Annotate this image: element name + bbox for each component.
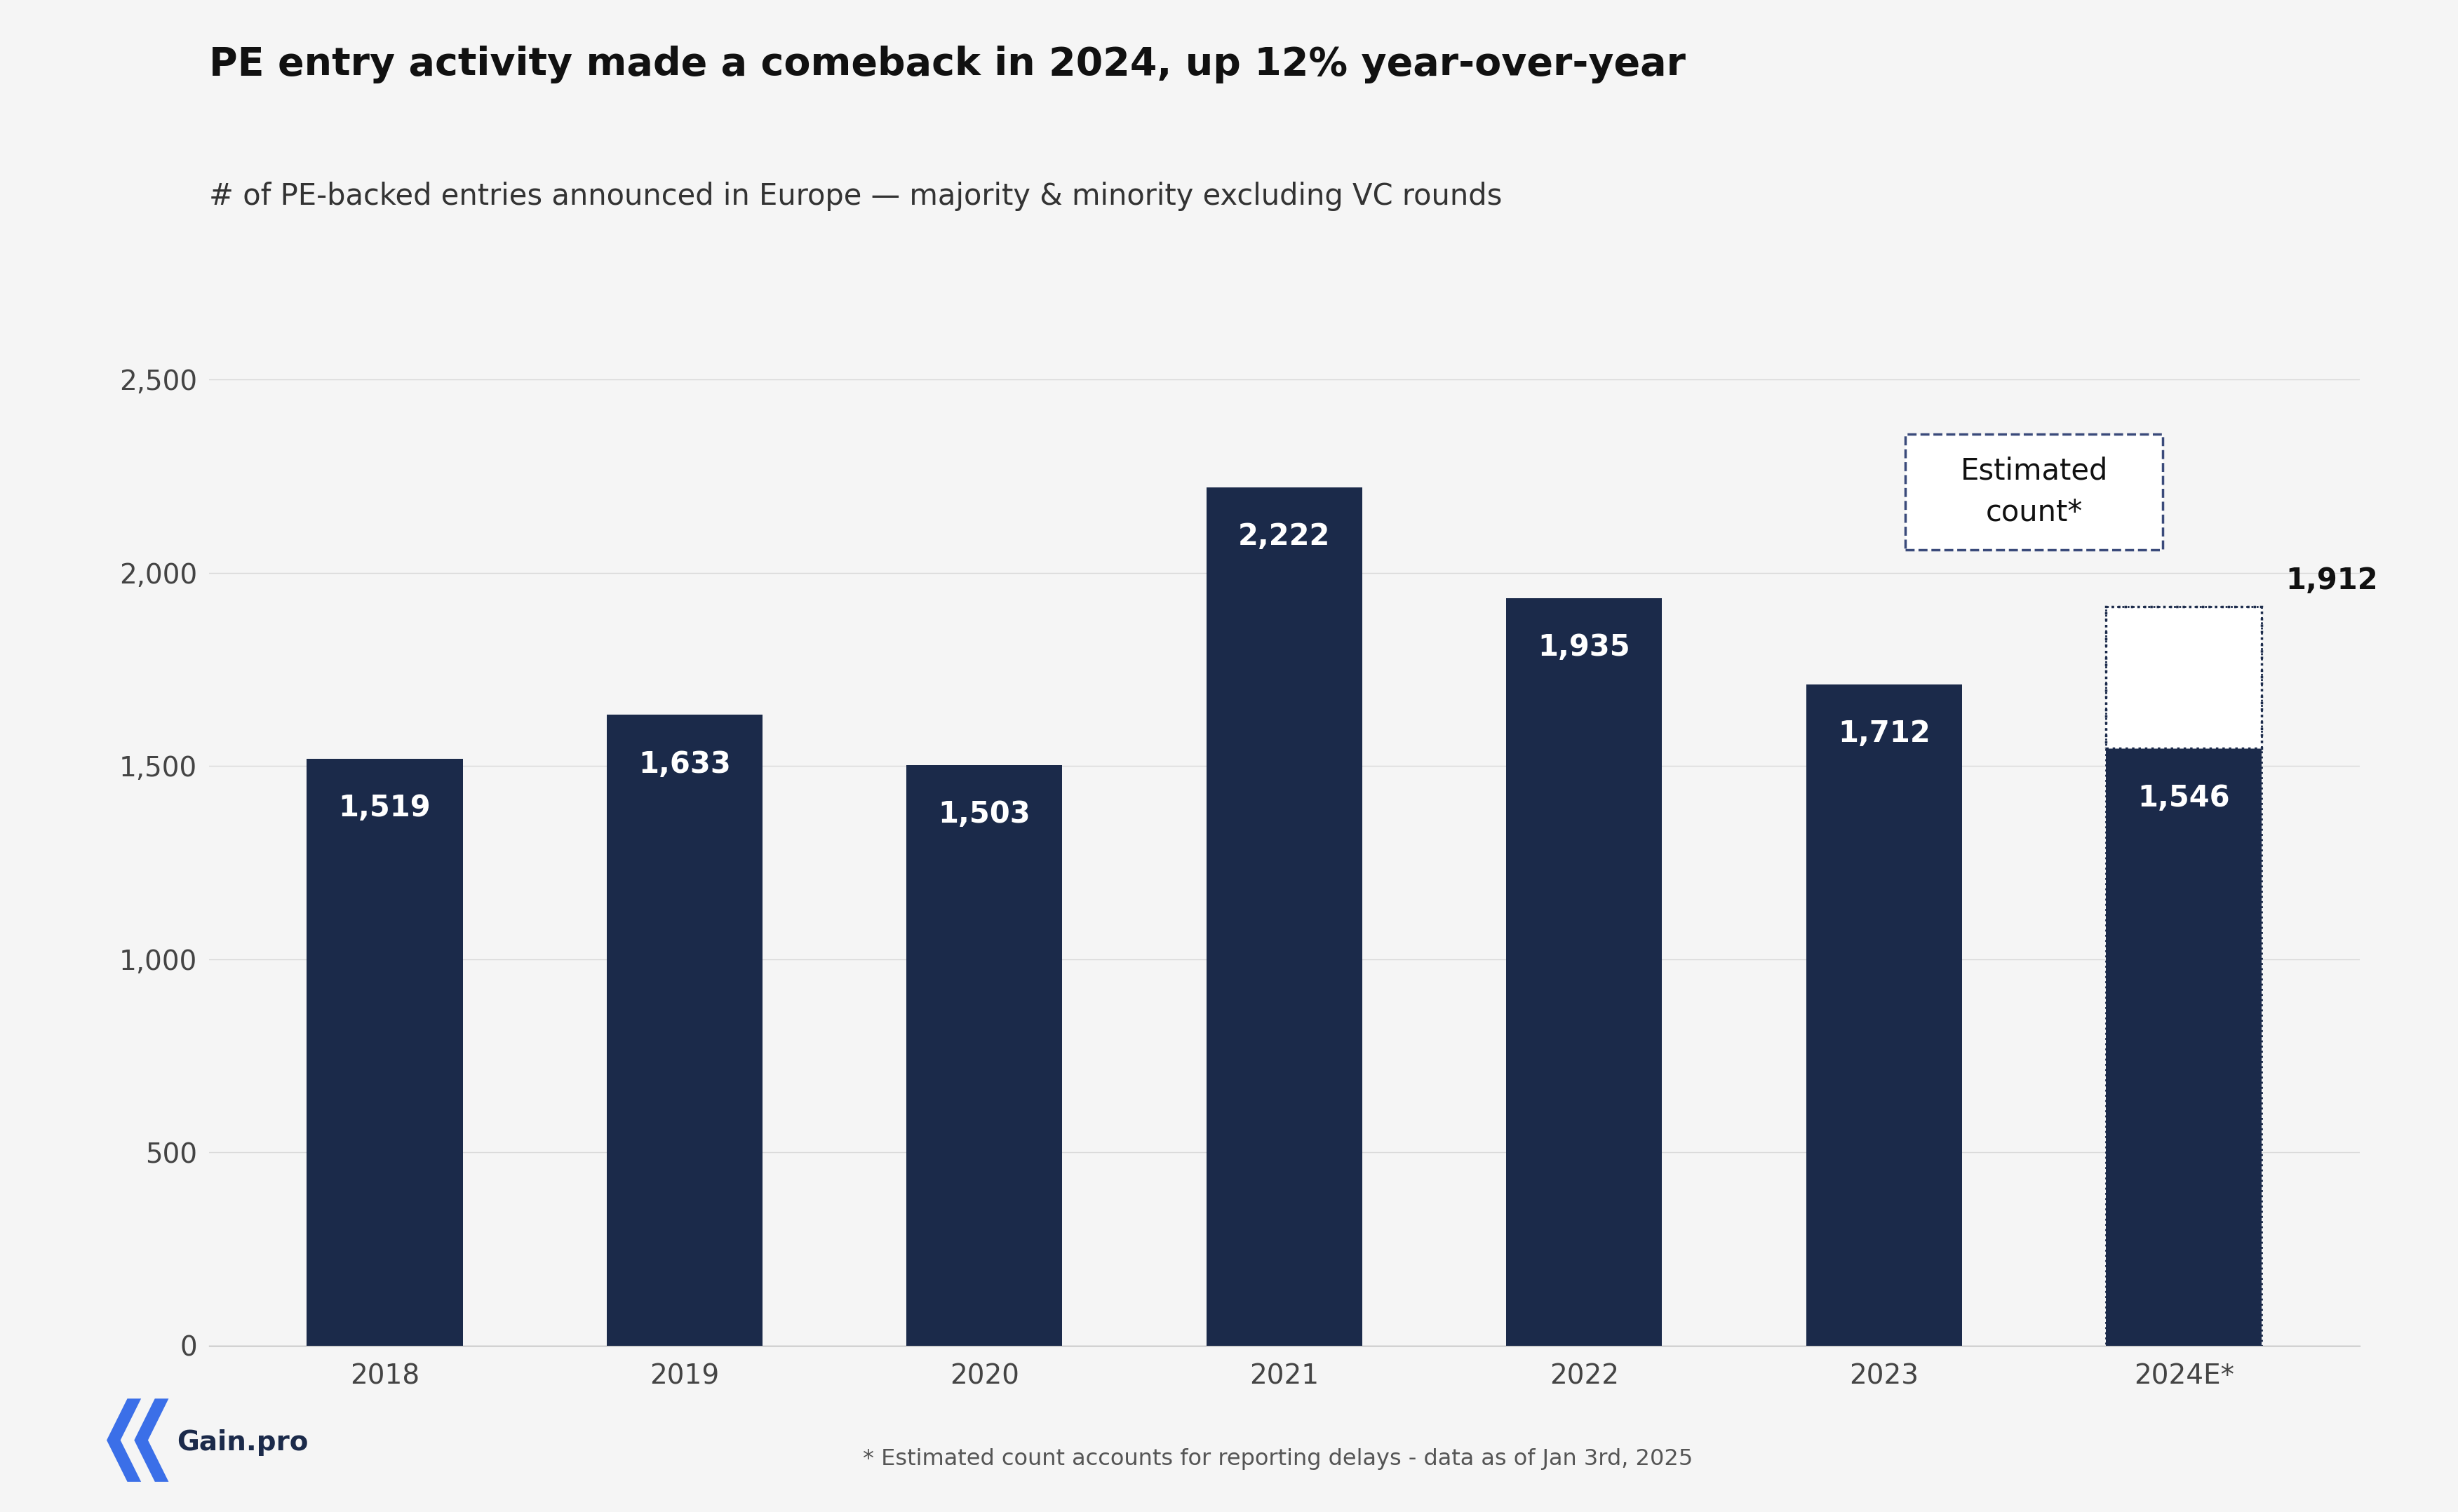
- Text: 1,503: 1,503: [939, 800, 1030, 829]
- Bar: [2107, 606, 2261, 748]
- Text: * Estimated count accounts for reporting delays - data as of Jan 3rd, 2025: * Estimated count accounts for reporting…: [863, 1448, 1694, 1470]
- Bar: [2107, 606, 2261, 1346]
- FancyBboxPatch shape: [1905, 434, 2163, 550]
- Text: 1,519: 1,519: [339, 794, 430, 823]
- Text: 1,712: 1,712: [1839, 718, 1930, 748]
- Text: 2,222: 2,222: [1239, 522, 1330, 552]
- Text: Estimated
count*: Estimated count*: [1959, 457, 2109, 528]
- Bar: [307, 759, 462, 1346]
- Text: 1,912: 1,912: [2286, 565, 2379, 596]
- Bar: [1207, 487, 1362, 1346]
- Text: # of PE-backed entries announced in Europe — majority & minority excluding VC ro: # of PE-backed entries announced in Euro…: [209, 181, 1502, 210]
- Polygon shape: [106, 1399, 140, 1482]
- Text: 1,935: 1,935: [1539, 632, 1630, 662]
- Polygon shape: [135, 1399, 170, 1482]
- Text: PE entry activity made a comeback in 2024, up 12% year-over-year: PE entry activity made a comeback in 202…: [209, 45, 1686, 83]
- Bar: [907, 765, 1062, 1346]
- Bar: [1507, 597, 1662, 1346]
- Bar: [607, 715, 762, 1346]
- Bar: [2107, 748, 2261, 1346]
- Text: 1,546: 1,546: [2138, 783, 2229, 812]
- Bar: [1807, 683, 1961, 1346]
- Text: 1,633: 1,633: [639, 750, 730, 779]
- Text: Gain.pro: Gain.pro: [177, 1429, 307, 1456]
